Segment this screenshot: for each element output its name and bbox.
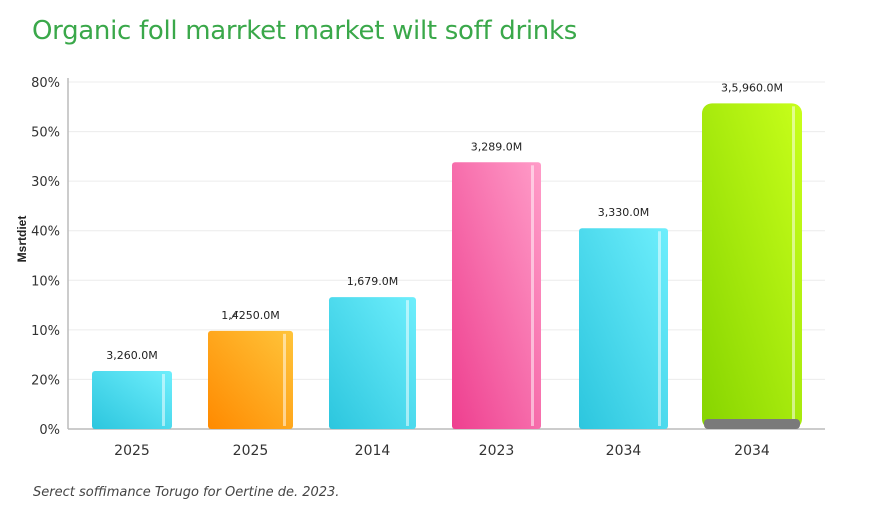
bar-highlight (531, 165, 534, 426)
chart-title: Organic foll marrket market wilt soff dr… (32, 16, 577, 46)
bar (452, 162, 541, 429)
bar-base (704, 419, 800, 429)
x-tick-label: 2025 (114, 443, 150, 459)
data-label: 3,5,960.0M (721, 81, 783, 94)
bar (208, 330, 293, 429)
y-tick-label: 0% (39, 423, 60, 438)
y-tick-label: 80% (31, 76, 60, 91)
y-tick-label: 30% (31, 175, 60, 190)
bar-highlight (283, 333, 286, 426)
y-tick-label: 10% (31, 274, 60, 289)
bar-highlight (406, 300, 409, 426)
bar-highlight (658, 231, 661, 426)
bar (92, 371, 172, 429)
data-label: 1,679.0M (347, 275, 398, 288)
y-tick-label: 50% (31, 126, 60, 141)
x-tick-label: 2023 (479, 443, 515, 459)
data-label: 3,330.0M (598, 206, 649, 219)
bar (702, 103, 802, 430)
data-label: 1,4̸250.0M (221, 309, 279, 322)
x-tick-label: 2034 (606, 443, 642, 459)
bar-highlight (162, 374, 165, 426)
x-tick-label: 2025 (233, 443, 269, 459)
y-tick-label: 40% (31, 225, 60, 240)
y-tick-label: 20% (31, 373, 60, 388)
y-tick-label: 10% (31, 324, 60, 339)
bar (579, 228, 668, 429)
bar (329, 297, 416, 429)
bar-highlight (792, 106, 795, 427)
data-label: 3,289.0M (471, 140, 522, 153)
x-tick-label: 2014 (355, 443, 391, 459)
data-label: 3,260.0M (106, 349, 157, 362)
chart-footnote: Serect soffimance Torugo for Oertine de.… (33, 485, 340, 500)
x-tick-label: 2034 (734, 443, 770, 459)
